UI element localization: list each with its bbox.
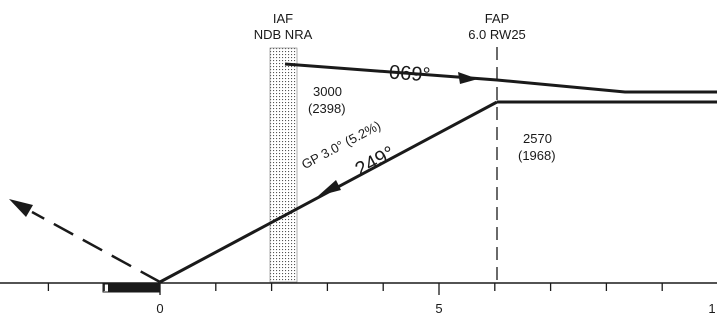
fap-altitude-label: 2570 [523,131,552,146]
missed-approach-arrow-icon [9,199,33,217]
runway-bar-fill [108,284,160,292]
fap-height-label: (1968) [518,148,556,163]
glidepath-arrow-icon [318,180,341,196]
iaf-fix-band [269,47,298,283]
fap-name-label: FAP [484,11,510,26]
axis-ticks [47,283,663,295]
iaf-altitude-label: 3000 [313,84,342,99]
axis-tick-label-10: 1 [708,301,716,316]
iaf-height-label: (2398) [308,101,346,116]
inbound-track-label: 069° [388,61,432,87]
iaf-name-label: IAF [272,11,294,26]
axis-tick-label-0: 0 [156,301,164,316]
fap-ident-label: 6.0 RW25 [468,27,526,42]
axis-tick-label-5: 5 [435,301,443,316]
inbound-track-arrow-icon [458,72,478,84]
inbound-track-line [284,62,717,94]
missed-approach-dashed-line [31,210,161,284]
iaf-ident-label: NDB NRA [253,27,313,42]
